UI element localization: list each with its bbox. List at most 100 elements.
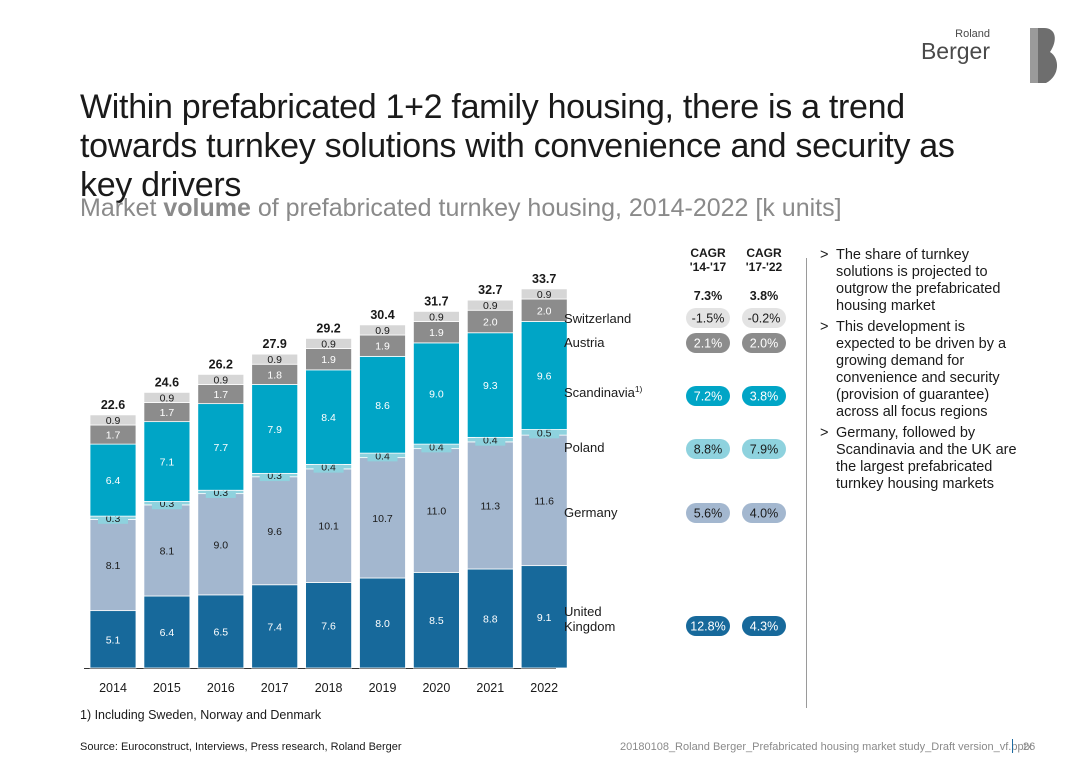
bar-total-label: 30.4 [370,308,394,322]
segment-value-label: 10.1 [318,521,339,533]
bar-segment-united-kingdom [520,565,568,669]
legend-label-scandinavia: Scandinavia1) [564,384,643,400]
bar-total-label: 27.9 [263,337,287,351]
cagr-header: CAGR [690,246,726,260]
x-tick-label: 2015 [153,681,181,695]
segment-value-label: 11.3 [480,500,500,512]
segment-value-label: 7.4 [267,621,282,633]
segment-value-label: 9.6 [537,371,552,383]
x-tick-label: 2016 [207,681,235,695]
legend-label-germany: Germany [564,505,618,520]
segment-value-label: 0.9 [537,289,552,301]
segment-value-label: 1.9 [429,327,444,339]
bar-segment-germany [520,434,568,567]
x-tick-label: 2022 [530,681,558,695]
segment-value-label: 1.9 [375,341,390,353]
bar-segment-scandinavia [251,384,299,474]
bar-segment-scandinavia [305,369,353,465]
bar-segment-switzerland [251,353,299,365]
bar-segment-united-kingdom [305,582,353,669]
segment-value-label: 8.1 [106,560,121,572]
bar-segment-switzerland [520,288,568,300]
segment-value-label: 9.6 [267,526,282,538]
cagr-pill [686,308,730,328]
stacked-bar-chart: 5.18.10.36.41.70.922.620146.48.10.37.11.… [84,246,786,695]
cagr-value: 2.0% [750,337,779,351]
segment-value-label: 2.0 [537,305,552,317]
segment-value-label: 0.5 [537,427,552,439]
bar-segment-united-kingdom [143,595,191,669]
bar-segment-scandinavia [359,355,406,454]
segment-value-label: 11.6 [534,495,554,507]
cagr-value: 8.8% [694,443,723,457]
cagr-pill [742,308,786,328]
segment-value-label: 9.0 [213,539,228,551]
cagr-pill [686,616,730,636]
x-tick-label: 2017 [261,681,289,695]
page-number: 26 [1023,741,1036,753]
cagr-value: 3.8% [750,390,779,404]
finding-item: > Germany, followed by Scandinavia and th… [820,425,1017,492]
x-tick-label: 2014 [99,681,127,695]
page-separator [1012,739,1013,753]
segment-value-label: 0.9 [213,374,228,386]
bar-segment-scandinavia [466,332,514,438]
segment-value-label: 8.8 [483,614,498,626]
bar-total-label: 33.7 [532,272,556,286]
bar-segment-switzerland [197,373,245,385]
document-filename: 20180108_Roland Berger_Prefabricated hou… [620,741,1033,753]
segment-value-label: 1.8 [267,369,282,381]
bar-total-label: 31.7 [424,294,448,308]
subtitle-emphasis: volume [163,194,251,222]
cagr-pill [742,503,786,523]
logo-roland-text: Roland [955,28,990,40]
bar-segment-scandinavia [143,421,191,502]
segment-value-label: 1.7 [213,389,228,401]
segment-value-label: 0.9 [160,392,175,404]
segment-value-label: 10.7 [372,513,393,525]
cagr-value: 7.9% [750,443,779,457]
bar-segment-switzerland [89,414,137,426]
segment-value-label: 6.4 [106,475,121,487]
segment-value-label: 8.6 [375,400,390,412]
cagr-value: 4.3% [750,620,779,634]
bar-total-label: 26.2 [209,357,233,371]
bar-segment-switzerland [412,310,460,322]
vertical-divider [806,258,807,708]
segment-value-label: 0.9 [106,415,121,427]
footnote: 1) Including Sweden, Norway and Denmark [80,708,322,722]
legend-label-austria: Austria [564,335,605,350]
cagr-value: 12.8% [690,620,725,634]
cagr-value: 5.6% [694,507,723,521]
segment-value-label: 6.4 [160,627,175,639]
cagr-pill [742,333,786,353]
bar-total-label: 32.7 [478,283,502,297]
cagr-pill [686,386,730,406]
x-tick-label: 2019 [369,681,397,695]
finding-item: > This development is expected to be driv… [820,319,1007,420]
segment-value-label: 0.9 [321,338,336,350]
legend-label-switzerland: Switzerland [564,311,631,326]
bar-segment-united-kingdom [466,568,514,669]
segment-value-label: 7.1 [160,457,175,469]
logo-berger-text: Berger [920,38,990,64]
cagr-header: '17-'22 [746,260,783,274]
segment-value-label: 9.1 [537,612,552,624]
bar-segment-united-kingdom [197,594,245,669]
cagr-pill [686,439,730,459]
finding-item: > The share of turnkey solutions is proje… [820,247,1001,314]
cagr-total: 3.8% [750,289,779,303]
bar-total-label: 29.2 [316,321,340,335]
cagr-value: 7.2% [694,390,723,404]
footnote-marker: 1) [635,384,643,394]
cagr-pill [742,386,786,406]
page-subtitle: Market volume of prefabricated turnkey h… [80,194,842,222]
bar-segment-germany [197,493,245,596]
x-tick-label: 2020 [422,681,450,695]
segment-value-label: 0.9 [267,354,282,366]
segment-value-label: 1.7 [106,430,121,442]
cagr-header: '14-'17 [690,260,727,274]
segment-value-label: 0.9 [429,311,444,323]
segment-value-label: 0.9 [483,300,498,312]
legend-label-poland: Poland [564,440,604,455]
